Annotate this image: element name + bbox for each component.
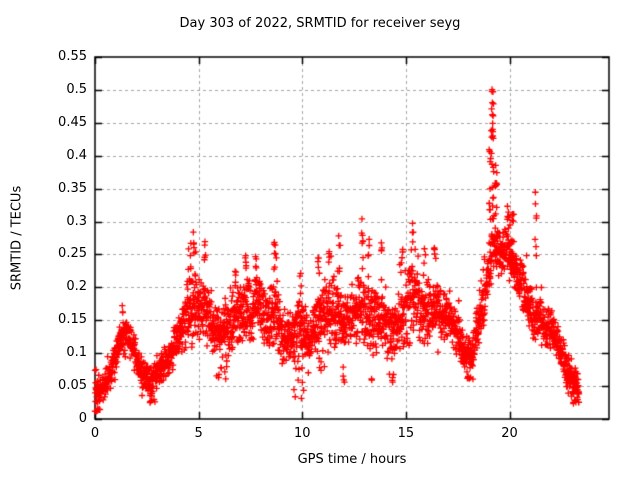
y-tick-label: 0.1 [66,345,87,361]
y-tick-label: 0.45 [58,114,87,130]
chart-title: Day 303 of 2022, SRMTID for receiver sey… [179,16,461,31]
y-tick-label: 0.4 [66,147,87,163]
x-tick-label: 20 [501,426,518,441]
x-tick-label: 5 [194,426,203,441]
x-axis-label: GPS time / hours [297,452,407,467]
x-tick-label: 10 [293,426,311,441]
y-tick-label: 0.35 [58,180,87,196]
y-tick-label: 0.3 [66,213,87,229]
x-tick-label: 15 [397,426,415,441]
y-axis-label: SRMTID / TECUs [9,185,25,291]
y-tick-label: 0.55 [58,49,87,64]
x-tick-label: 0 [90,426,100,441]
y-tick-label: 0.2 [66,279,87,295]
y-tick-label: 0.15 [58,312,87,328]
y-tick-label: 0.05 [58,378,87,394]
y-tick-label: 0.25 [58,246,87,262]
y-tick-label: 0 [78,411,87,426]
y-tick-label: 0.5 [66,81,87,97]
